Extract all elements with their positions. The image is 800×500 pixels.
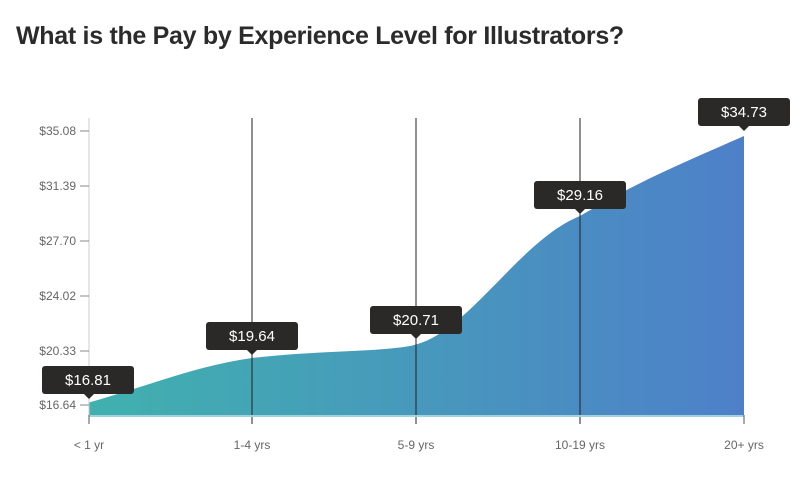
- svg-text:$35.08: $35.08: [39, 124, 76, 138]
- svg-text:20+ yrs: 20+ yrs: [724, 438, 764, 452]
- y-tick-marks: [80, 130, 89, 406]
- x-tick-marks: [88, 415, 745, 424]
- svg-text:$27.70: $27.70: [39, 234, 76, 248]
- svg-text:5-9 yrs: 5-9 yrs: [398, 438, 435, 452]
- svg-text:$20.33: $20.33: [39, 344, 76, 358]
- svg-text:$19.64: $19.64: [229, 328, 275, 345]
- value-label-2: $20.71: [370, 306, 462, 339]
- value-label-4: $34.73: [698, 98, 790, 131]
- svg-text:$16.64: $16.64: [39, 398, 76, 412]
- svg-text:$20.71: $20.71: [393, 312, 439, 329]
- svg-text:$31.39: $31.39: [39, 179, 76, 193]
- svg-text:1-4 yrs: 1-4 yrs: [234, 438, 271, 452]
- svg-text:< 1 yr: < 1 yr: [74, 438, 104, 452]
- vertical-guides: [251, 118, 581, 424]
- y-tick-labels: $35.08 $31.39 $27.70 $24.02 $20.33 $16.6…: [39, 124, 76, 412]
- x-tick-labels: < 1 yr 1-4 yrs 5-9 yrs 10-19 yrs 20+ yrs: [74, 438, 764, 452]
- value-label-1: $19.64: [206, 322, 298, 355]
- svg-text:$16.81: $16.81: [65, 372, 111, 389]
- value-label-0: $16.81: [42, 366, 134, 399]
- svg-text:$34.73: $34.73: [721, 104, 767, 121]
- value-label-3: $29.16: [534, 181, 626, 214]
- chart-title: What is the Pay by Experience Level for …: [16, 22, 624, 50]
- svg-text:$29.16: $29.16: [557, 187, 603, 204]
- svg-text:10-19 yrs: 10-19 yrs: [555, 438, 605, 452]
- svg-text:$24.02: $24.02: [39, 289, 76, 303]
